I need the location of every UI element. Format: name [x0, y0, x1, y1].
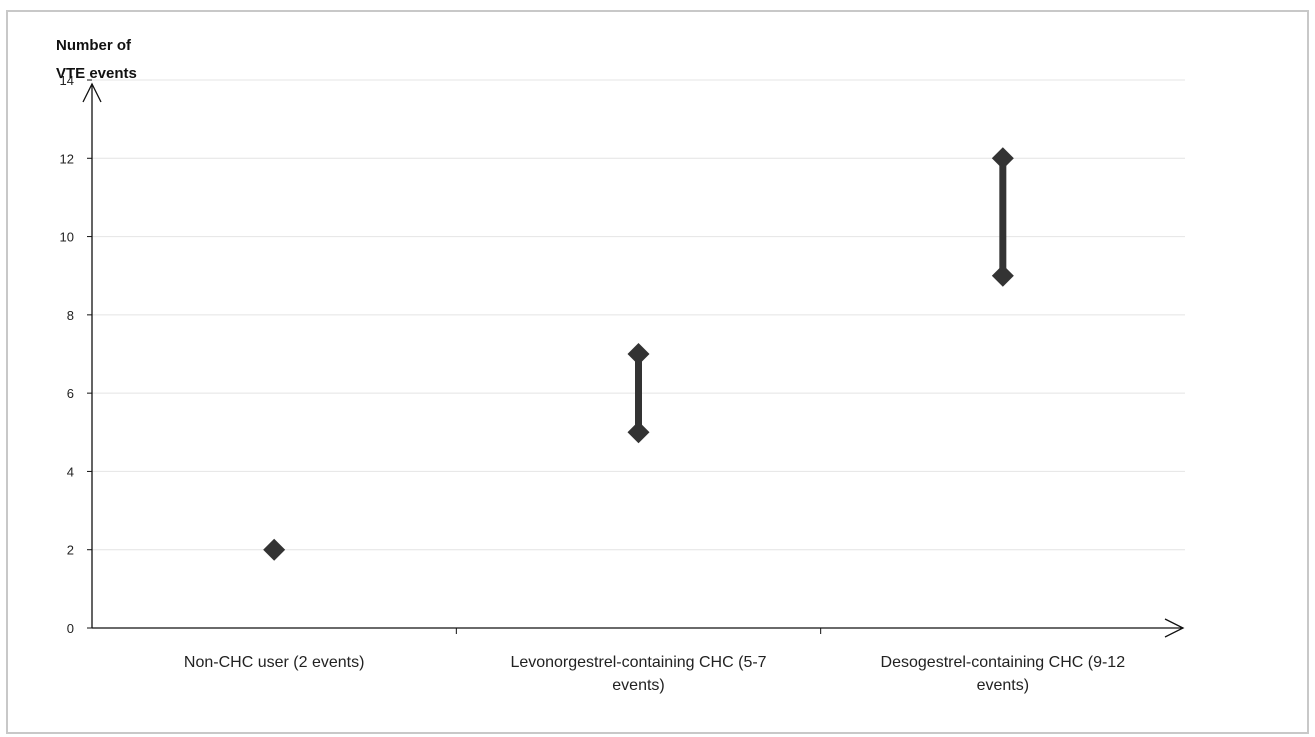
y-ticks: 0 2 4 6 8 10 12 14 [60, 73, 92, 636]
data-marks [263, 147, 1014, 561]
chart-frame [6, 10, 1309, 734]
gridlines [92, 79, 1185, 551]
x-category-labels: Non-CHC user (2 events) Levonorgestrel-co… [184, 654, 1125, 694]
high-marker [627, 343, 650, 365]
y-tick-label: 0 [67, 621, 74, 636]
x-category-label: events) [977, 677, 1029, 694]
x-axis-arrow [1164, 618, 1185, 638]
y-tick-label: 6 [67, 386, 74, 401]
axes [82, 82, 1185, 638]
x-category-label: Desogestrel-containing CHC (9-12 [881, 654, 1126, 671]
y-tick-label: 8 [67, 308, 74, 323]
x-category-label: Levonorgestrel-containing CHC (5-7 [510, 654, 766, 671]
y-tick-label: 12 [60, 151, 74, 166]
x-category-label: Non-CHC user (2 events) [184, 654, 365, 671]
y-axis-arrow [82, 82, 102, 103]
y-tick-label: 2 [67, 543, 74, 558]
y-axis-title-line: Number of [56, 37, 132, 54]
y-tick-label: 10 [60, 230, 74, 245]
x-category-label: events) [612, 677, 664, 694]
low-marker [991, 264, 1014, 287]
high-marker [991, 147, 1014, 170]
low-marker [627, 421, 650, 444]
y-tick-label: 14 [60, 73, 74, 88]
y-axis-title: Number of VTE events [56, 37, 137, 82]
y-axis-title-line: VTE events [56, 65, 137, 82]
point-marker [263, 538, 286, 561]
y-tick-label: 4 [67, 464, 74, 479]
